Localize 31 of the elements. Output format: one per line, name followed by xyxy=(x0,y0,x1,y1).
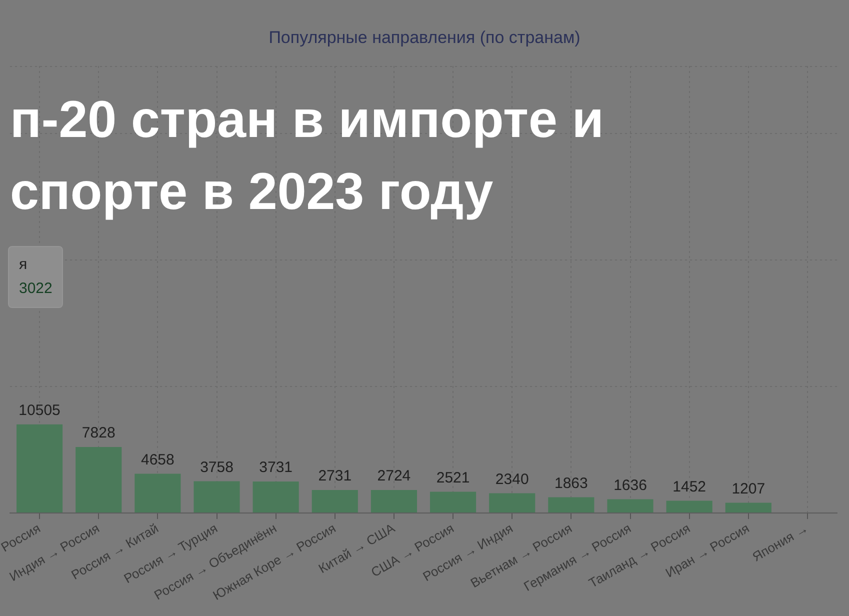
data-label: 1863 xyxy=(554,474,588,492)
data-label: 2731 xyxy=(318,468,352,485)
bar xyxy=(134,474,181,512)
bar xyxy=(252,482,299,512)
data-label: 1452 xyxy=(672,478,706,496)
bar xyxy=(725,502,772,512)
data-label: 2521 xyxy=(436,469,470,486)
bar xyxy=(312,490,358,512)
data-label: 4658 xyxy=(140,451,174,468)
data-label: 10505 xyxy=(18,402,60,420)
bar xyxy=(16,424,63,512)
data-label: 1636 xyxy=(614,476,647,494)
annotation: я xyxy=(19,256,28,273)
bar xyxy=(607,499,654,512)
annotation: 3022 xyxy=(19,280,52,297)
data-label: 3758 xyxy=(200,458,234,476)
bar xyxy=(666,500,712,512)
data-label: 7828 xyxy=(82,424,116,442)
bar xyxy=(76,446,122,512)
tooltip: я 3022 xyxy=(8,246,64,308)
data-label: 2340 xyxy=(495,470,529,488)
chart-title: Популярные направления (по странам) xyxy=(268,28,580,47)
bar xyxy=(489,493,536,512)
bar xyxy=(548,497,594,512)
bar xyxy=(430,492,476,512)
bar xyxy=(370,490,417,512)
bar xyxy=(194,481,240,512)
data-label: 3731 xyxy=(259,459,293,476)
data-label: 1207 xyxy=(732,480,766,498)
text: п-20 стран в импорте и спорте в 2023 году xyxy=(10,91,604,221)
data-label: 2724 xyxy=(377,468,411,485)
